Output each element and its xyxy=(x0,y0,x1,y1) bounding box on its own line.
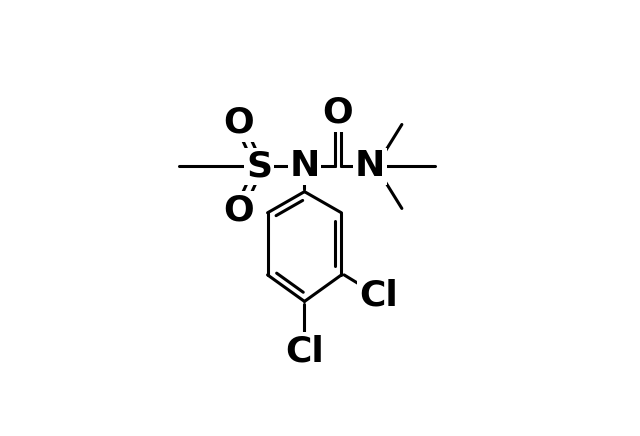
Text: O: O xyxy=(223,106,255,140)
Text: O: O xyxy=(323,96,353,130)
Text: O: O xyxy=(223,193,255,227)
Text: S: S xyxy=(246,150,272,184)
Text: Cl: Cl xyxy=(359,279,397,313)
Text: N: N xyxy=(289,150,320,184)
Text: N: N xyxy=(355,150,385,184)
Text: Cl: Cl xyxy=(285,334,324,368)
